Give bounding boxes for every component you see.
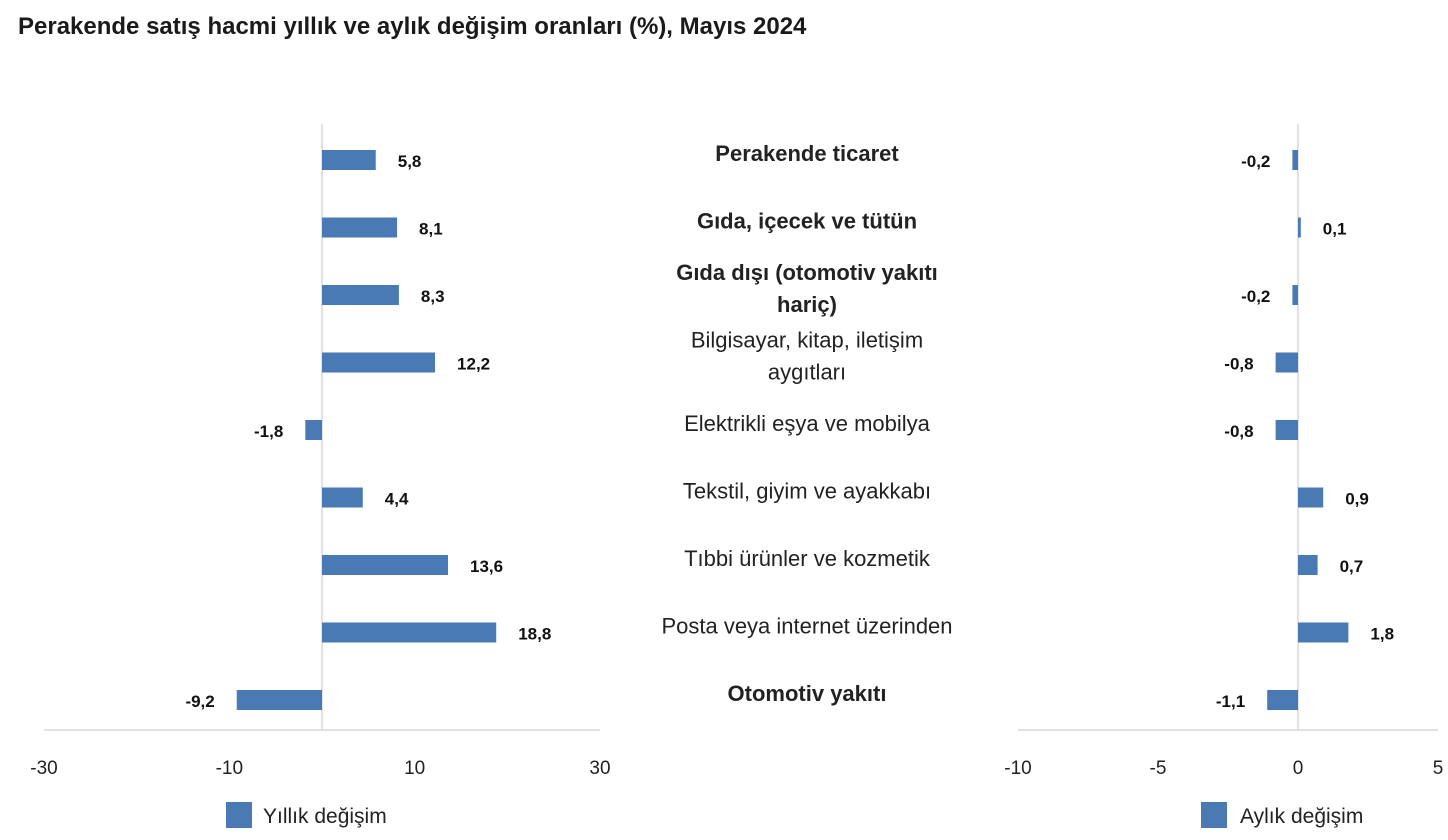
annual-tick-label: -30 [30, 758, 57, 779]
monthly-value-label: 0,1 [1323, 220, 1347, 239]
annual-bar [322, 622, 497, 643]
annual-tick-label: -10 [216, 758, 243, 779]
annual-legend-swatch [226, 802, 252, 828]
monthly-bar [1292, 150, 1298, 170]
category-label: Gıda dışı (otomotiv yakıtı hariç) [676, 260, 938, 317]
legend: Yıllık değişim Aylık değişim [226, 802, 1363, 828]
annual-value-label: 5,8 [398, 152, 422, 171]
monthly-value-label: -0,2 [1241, 152, 1270, 171]
monthly-value-label: 0,7 [1340, 557, 1364, 576]
category-label: Gıda, içecek ve tütün [697, 209, 917, 234]
monthly-value-label: -1,1 [1216, 692, 1245, 711]
annual-bar [322, 217, 398, 238]
category-label: Posta veya internet üzerinden [661, 614, 952, 639]
category-labels: Perakende ticaret Gıda, içecek ve tütün Gı… [661, 141, 952, 706]
annual-bar [322, 555, 449, 575]
annual-tick-label: 10 [404, 758, 425, 779]
monthly-bar [1298, 487, 1324, 508]
annual-value-label: 8,1 [419, 220, 443, 239]
category-label: Tıbbi ürünler ve kozmetik [684, 546, 931, 571]
category-label: Tekstil, giyim ve ayakkabı [683, 479, 931, 504]
monthly-value-label: -0,8 [1224, 355, 1253, 374]
annual-bar [322, 285, 399, 305]
monthly-value-label: -0,2 [1241, 287, 1270, 306]
monthly-legend-swatch [1201, 802, 1227, 828]
monthly-legend-label: Aylık değişim [1240, 805, 1363, 828]
annual-change-panel: 5,8 8,1 8,3 12,2 -1,8 4,4 13,6 18,8 -9,2 -30 -10 10… [30, 124, 611, 779]
monthly-tick-label: 0 [1293, 758, 1304, 779]
annual-value-label: 18,8 [518, 625, 551, 644]
annual-value-label: 4,4 [385, 490, 409, 509]
monthly-value-label: -0,8 [1224, 422, 1253, 441]
monthly-change-panel: -0,2 0,1 -0,2 -0,8 -0,8 0,9 0,7 1,8 -1,1 -10 -5 0 5 [1004, 124, 1443, 779]
annual-legend-label: Yıllık değişim [263, 805, 387, 828]
annual-bar [236, 690, 322, 710]
annual-bar [322, 487, 363, 508]
annual-bar [305, 420, 322, 440]
monthly-tick-label: -10 [1004, 758, 1031, 779]
monthly-bar [1298, 622, 1349, 643]
category-label: Bilgisayar, kitap, iletişim aygıtları [691, 328, 923, 385]
annual-value-label: 8,3 [421, 287, 445, 306]
annual-tick-label: 30 [589, 758, 610, 779]
category-label: Perakende ticaret [715, 141, 899, 166]
monthly-bar [1298, 217, 1301, 238]
chart-title: Perakende satış hacmi yıllık ve aylık de… [18, 13, 807, 40]
monthly-bar [1292, 285, 1298, 305]
annual-value-label: 13,6 [470, 557, 503, 576]
annual-bar [322, 352, 436, 373]
monthly-value-label: 0,9 [1345, 490, 1369, 509]
monthly-bar [1298, 555, 1318, 575]
annual-value-label: -9,2 [185, 692, 214, 711]
monthly-tick-label: 5 [1433, 758, 1444, 779]
monthly-value-label: 1,8 [1370, 625, 1394, 644]
monthly-tick-label: -5 [1150, 758, 1167, 779]
category-label: Elektrikli eşya ve mobilya [684, 411, 931, 436]
monthly-bar [1275, 420, 1298, 440]
annual-value-label: 12,2 [457, 355, 490, 374]
annual-value-label: -1,8 [254, 422, 283, 441]
monthly-bar [1267, 690, 1298, 710]
category-label: Otomotiv yakıtı [728, 681, 887, 706]
monthly-bar [1275, 352, 1298, 373]
annual-bar [322, 150, 376, 170]
